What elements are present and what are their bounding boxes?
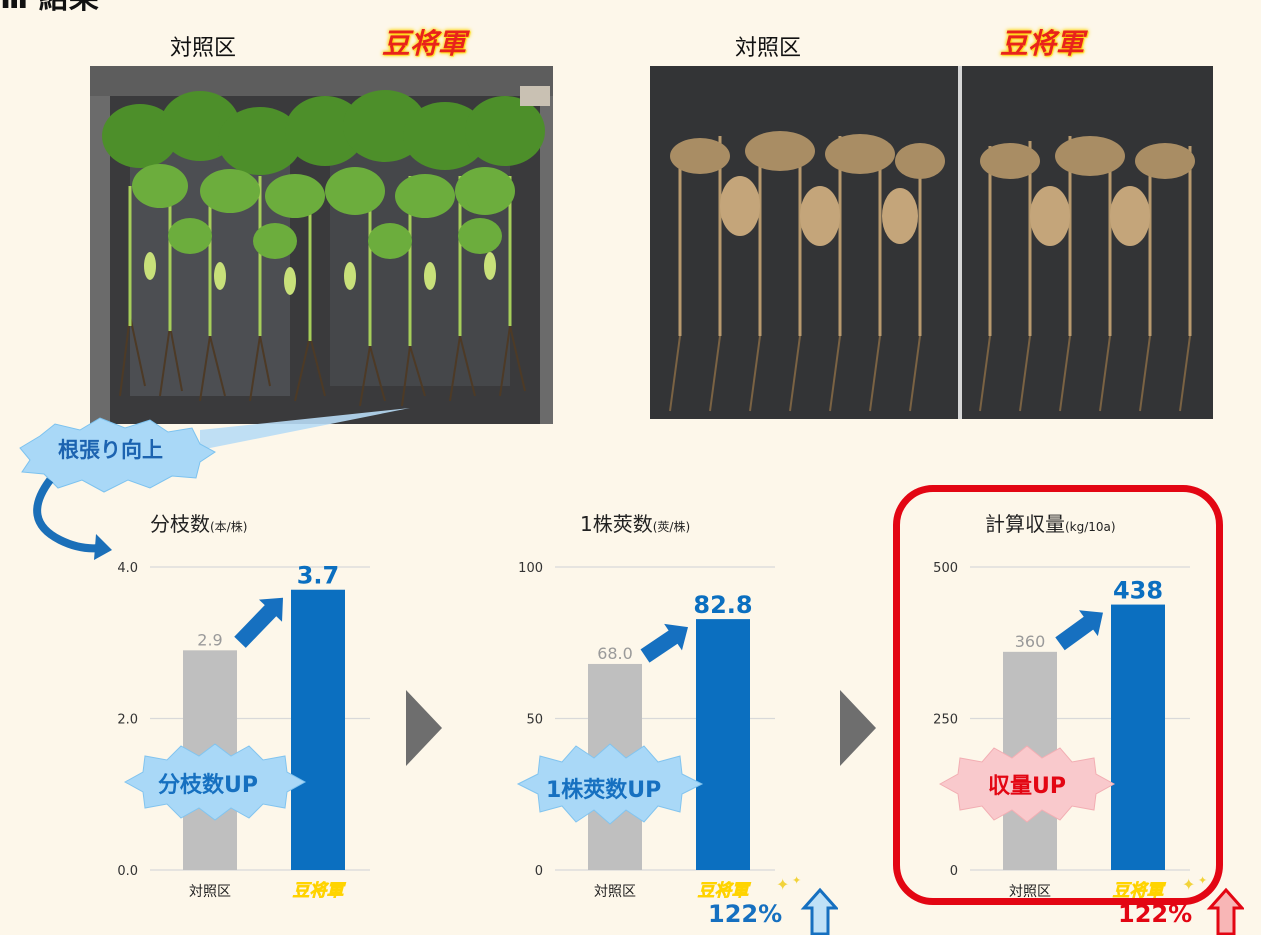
photo-right-dried-plants [650, 66, 1213, 419]
chart1-unit: (本/株) [210, 520, 248, 534]
callout-pods: 1株莢数UP [546, 778, 662, 803]
y-tick-label: 4.0 [117, 561, 138, 576]
chart3-title: 計算収量 [985, 512, 1065, 536]
chart3-unit: (kg/10a) [1065, 520, 1116, 534]
bar-treatment [291, 589, 345, 870]
y-tick-label: 0 [950, 864, 958, 879]
pods-starburst [516, 743, 704, 825]
photo-right-control-label: 対照区 [735, 36, 802, 61]
category-label: 豆将軍 [1113, 881, 1167, 901]
bar-treatment [1111, 604, 1165, 870]
callout-yield: 収量UP [988, 774, 1066, 799]
svg-text:✦: ✦ [776, 875, 789, 894]
svg-text:✦: ✦ [1182, 875, 1195, 894]
y-tick-label: 0.0 [117, 864, 138, 879]
callout-branch: 分枝数UP [158, 773, 258, 798]
chart-pod-count: 0 50 100 68.0 対照区 82.8 豆将軍 [518, 561, 775, 901]
chart1-title-wrap: 分枝数(本/株) [150, 508, 247, 537]
chart2-unit: (莢/株) [652, 520, 691, 534]
chart2-title: 1株莢数 [580, 512, 653, 536]
category-label: 対照区 [189, 884, 231, 900]
data-label: 2.9 [197, 630, 222, 649]
yield-percentage: 122% [1118, 900, 1193, 928]
arrow-right-icon-1 [406, 690, 442, 766]
bar-treatment [696, 619, 750, 870]
increase-arrow-icon [640, 623, 688, 663]
category-label: 対照区 [594, 884, 636, 900]
svg-text:✦: ✦ [1198, 874, 1207, 887]
callout-root: 根張り向上 [58, 438, 163, 462]
photo-right-brand-label: 豆将軍 [1000, 27, 1085, 60]
pods-percentage: 122% [708, 900, 783, 928]
y-tick-label: 2.0 [117, 713, 138, 728]
data-label: 360 [1015, 632, 1046, 651]
y-tick-label: 50 [526, 713, 543, 728]
y-tick-label: 250 [933, 713, 958, 728]
chart-branch-count: 0.0 2.0 4.0 2.9 対照区 3.7 豆将軍 [117, 561, 370, 901]
pods-up-arrow-icon: ✦ ✦ [776, 874, 838, 935]
y-tick-label: 500 [933, 561, 958, 576]
y-tick-label: 100 [518, 561, 543, 576]
root-callout-graphic [19, 408, 410, 560]
photo-left-control-label: 対照区 [170, 36, 237, 61]
svg-text:✦: ✦ [792, 874, 801, 887]
category-label: 豆将軍 [698, 881, 752, 901]
category-label: 豆将軍 [293, 881, 347, 901]
data-label: 438 [1113, 577, 1163, 605]
data-label: 3.7 [297, 562, 340, 590]
increase-arrow-icon [234, 597, 283, 648]
y-tick-label: 0 [535, 864, 543, 879]
arrow-right-icon-2 [840, 690, 876, 766]
increase-arrow-icon [1055, 610, 1103, 651]
yield-up-arrow-icon: ✦ ✦ [1182, 874, 1244, 935]
branch-starburst [123, 743, 307, 821]
yield-starburst [938, 745, 1116, 823]
category-label: 対照区 [1009, 884, 1051, 900]
photo-left-fresh-plants [90, 66, 553, 424]
data-label: 82.8 [693, 591, 752, 619]
chart3-title-wrap: 計算収量(kg/10a) [985, 508, 1116, 537]
root-starburst [19, 417, 216, 493]
page-title: Ⅲ 結果 [0, 0, 99, 14]
yield-highlight-frame [893, 485, 1223, 905]
photo-left-brand-label: 豆将軍 [382, 27, 467, 60]
chart1-title: 分枝数 [150, 512, 210, 536]
data-label: 68.0 [597, 644, 633, 663]
chart2-title-wrap: 1株莢数(莢/株) [580, 508, 690, 537]
